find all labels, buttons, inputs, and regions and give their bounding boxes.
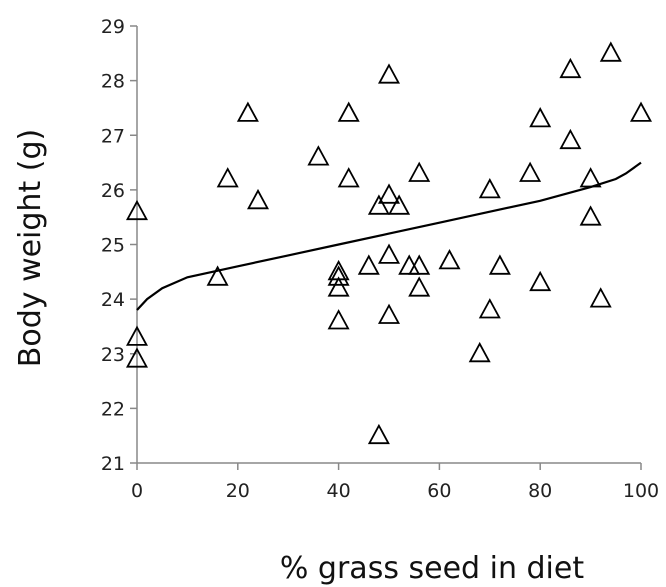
x-tick-label: 60	[427, 480, 451, 502]
data-point-triangle	[408, 276, 431, 297]
data-point-triangle	[327, 265, 350, 286]
data-point-triangle	[478, 298, 501, 319]
x-tick-label: 80	[528, 480, 552, 502]
data-points	[125, 41, 653, 445]
data-point-triangle	[488, 254, 511, 275]
data-point-triangle	[327, 309, 350, 330]
y-tick-label: 27	[101, 125, 125, 147]
y-tick-label: 25	[101, 235, 125, 257]
y-tick-label: 26	[101, 180, 125, 202]
data-point-triangle	[206, 265, 229, 286]
data-point-triangle	[529, 107, 552, 128]
y-tick-label: 23	[101, 344, 125, 366]
fit-line	[136, 161, 642, 311]
fit-line-group	[136, 161, 642, 311]
data-point-triangle	[327, 276, 350, 297]
x-tick-label: 20	[226, 480, 250, 502]
data-point-triangle	[377, 63, 401, 84]
data-point-triangle	[125, 325, 149, 346]
x-tick-label: 40	[327, 480, 351, 502]
data-point-triangle	[579, 205, 602, 226]
x-tick-label: 0	[131, 480, 143, 502]
y-tick-label: 21	[101, 453, 125, 475]
data-point-triangle	[629, 101, 653, 122]
data-point-triangle	[438, 249, 461, 270]
data-point-triangle	[468, 341, 491, 363]
axes	[130, 25, 642, 470]
data-point-triangle	[589, 287, 612, 308]
data-point-triangle	[125, 199, 149, 221]
data-point-triangle	[377, 183, 401, 204]
data-point-triangle	[408, 161, 431, 182]
data-point-triangle	[367, 423, 390, 445]
data-point-triangle	[125, 347, 149, 368]
data-point-triangle	[408, 254, 431, 275]
y-axis-title: Body weight (g)	[13, 129, 48, 367]
data-point-triangle	[398, 254, 421, 275]
data-point-triangle	[599, 41, 622, 62]
y-tick-label: 29	[101, 16, 125, 38]
data-point-triangle	[236, 101, 259, 122]
data-point-triangle	[337, 101, 360, 122]
y-tick-label: 22	[101, 398, 125, 420]
x-axis-title: % grass seed in diet	[280, 551, 584, 586]
data-point-triangle	[307, 145, 330, 166]
x-tick-label: 100	[623, 480, 659, 502]
data-point-triangle	[337, 167, 360, 188]
y-tick-label: 28	[101, 71, 125, 93]
data-point-triangle	[216, 167, 239, 188]
data-point-triangle	[367, 194, 390, 215]
y-tick-label: 24	[101, 289, 125, 311]
data-point-triangle	[478, 178, 501, 199]
data-point-triangle	[388, 194, 411, 215]
data-point-triangle	[377, 303, 401, 324]
tick-labels: 21 22 23 24 25 26 27 28 29 0 20 40 60 80 100	[101, 16, 659, 502]
data-point-triangle	[559, 128, 582, 150]
data-point-triangle	[559, 57, 582, 79]
data-point-triangle	[579, 167, 602, 188]
data-point-triangle	[246, 188, 270, 210]
data-point-triangle	[519, 161, 542, 182]
data-point-triangle	[357, 254, 380, 275]
data-point-triangle	[377, 243, 401, 264]
data-point-triangle	[529, 270, 552, 292]
